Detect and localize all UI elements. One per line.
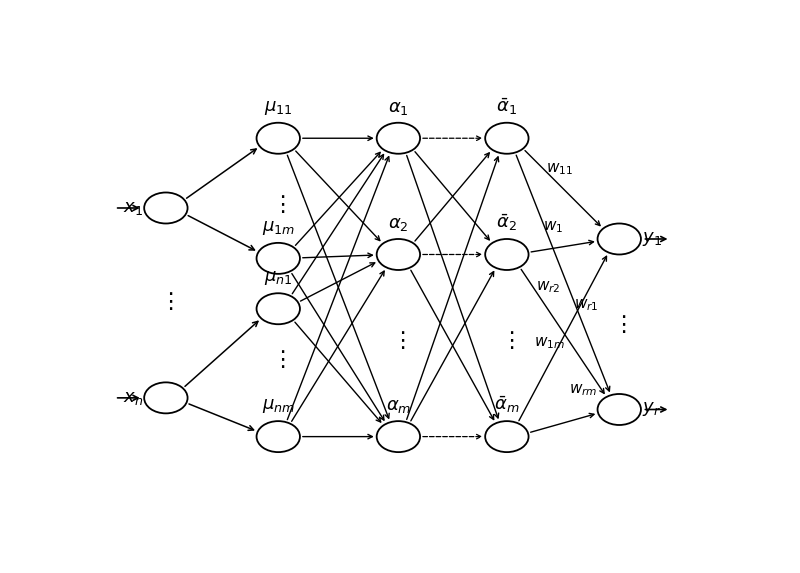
Text: $\mu_{11}$: $\mu_{11}$ [264, 99, 293, 116]
Ellipse shape [257, 243, 300, 274]
Text: $w_{r1}$: $w_{r1}$ [574, 297, 599, 313]
Ellipse shape [144, 382, 187, 413]
Text: $\alpha_m$: $\alpha_m$ [386, 397, 411, 415]
Text: $\bar{\alpha}_2$: $\bar{\alpha}_2$ [497, 212, 518, 233]
Text: $\vdots$: $\vdots$ [391, 329, 406, 351]
Text: $\bar{\alpha}_1$: $\bar{\alpha}_1$ [497, 96, 518, 116]
Text: $\mu_{n1}$: $\mu_{n1}$ [264, 269, 293, 287]
Text: $x_1$: $x_1$ [123, 199, 143, 217]
Text: $w_{1}$: $w_{1}$ [543, 219, 563, 235]
Text: $w_{11}$: $w_{11}$ [546, 162, 573, 177]
Text: $\alpha_2$: $\alpha_2$ [388, 215, 409, 233]
Text: $\vdots$: $\vdots$ [271, 348, 286, 370]
Ellipse shape [257, 293, 300, 324]
Text: $y_1$: $y_1$ [642, 230, 662, 248]
Ellipse shape [144, 193, 187, 223]
Ellipse shape [377, 123, 420, 154]
Ellipse shape [377, 239, 420, 270]
Ellipse shape [485, 421, 529, 452]
Text: $\bar{\alpha}_m$: $\bar{\alpha}_m$ [494, 394, 520, 415]
Ellipse shape [485, 239, 529, 270]
Text: $y_r$: $y_r$ [642, 401, 662, 418]
Text: $\vdots$: $\vdots$ [271, 193, 286, 215]
Text: $\mu_{1m}$: $\mu_{1m}$ [262, 219, 295, 237]
Ellipse shape [257, 421, 300, 452]
Text: $x_n$: $x_n$ [123, 389, 143, 407]
Text: $\mu_{nm}$: $\mu_{nm}$ [262, 397, 295, 415]
Ellipse shape [257, 123, 300, 154]
Text: $w_{r2}$: $w_{r2}$ [535, 279, 560, 295]
Ellipse shape [377, 421, 420, 452]
Text: $w_{rm}$: $w_{rm}$ [569, 382, 598, 398]
Text: $\vdots$: $\vdots$ [500, 329, 514, 351]
Ellipse shape [598, 394, 641, 425]
Ellipse shape [485, 123, 529, 154]
Ellipse shape [598, 223, 641, 254]
Text: $\alpha_1$: $\alpha_1$ [388, 99, 409, 116]
Text: $w_{1m}$: $w_{1m}$ [534, 336, 565, 351]
Text: $\vdots$: $\vdots$ [612, 313, 626, 335]
Text: $\vdots$: $\vdots$ [158, 290, 173, 312]
